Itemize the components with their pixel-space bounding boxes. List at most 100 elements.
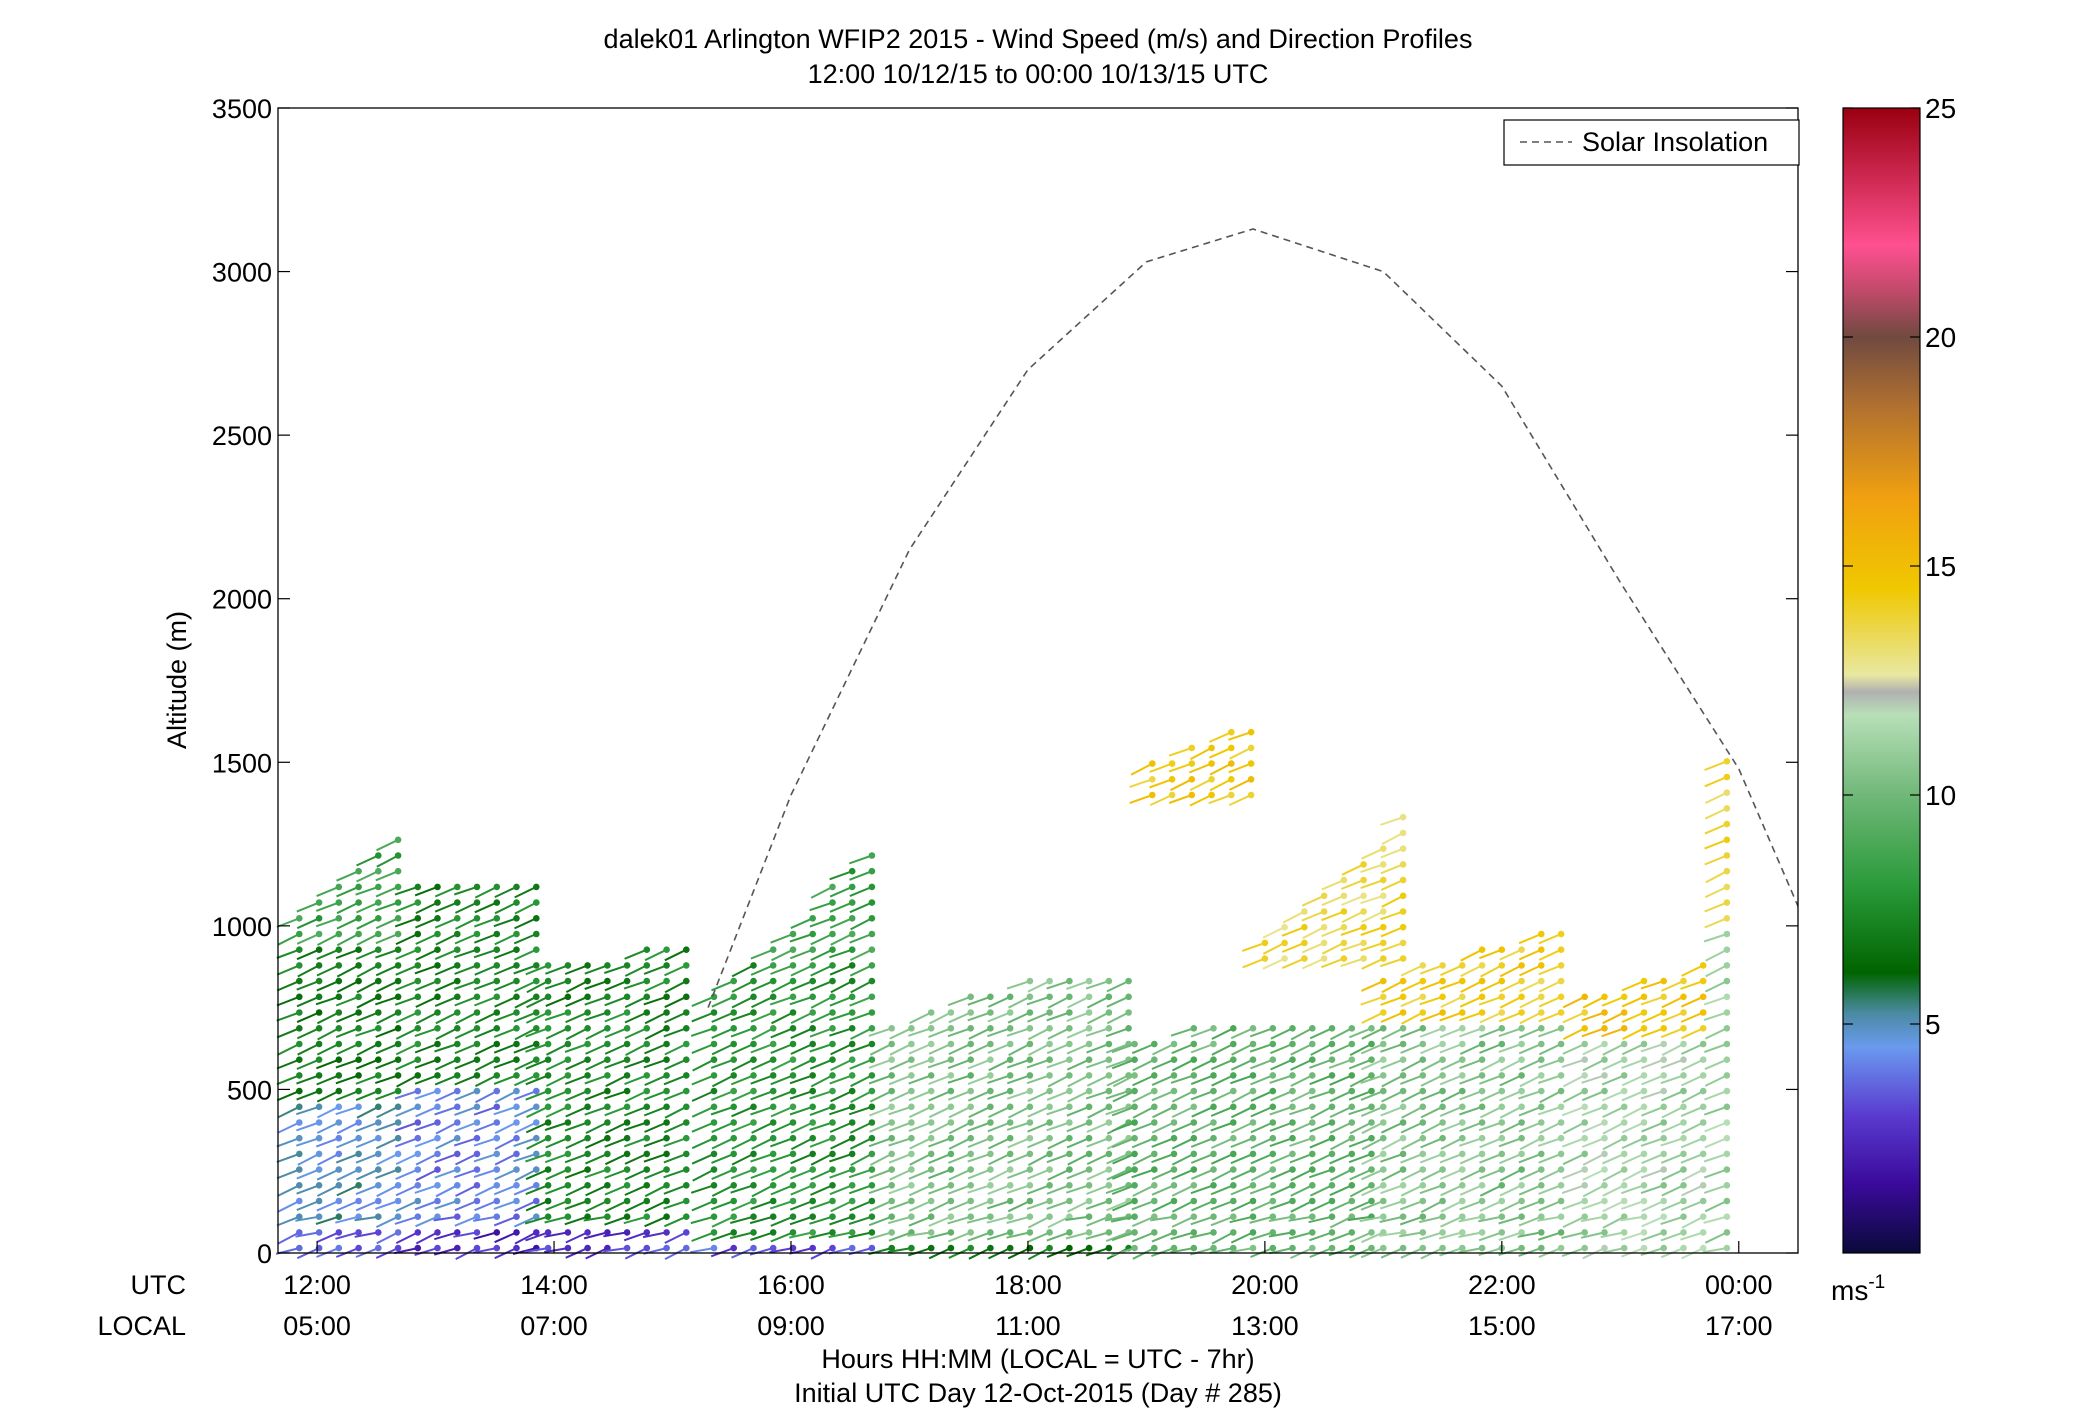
wind-barb-dot xyxy=(987,1150,994,1158)
wind-barb-shaft xyxy=(277,1043,300,1056)
wind-barb-shaft xyxy=(1419,1184,1443,1195)
wind-barb-dot xyxy=(1309,1119,1316,1126)
wind-barb-shaft xyxy=(335,1027,359,1039)
wind-barb-shaft xyxy=(1621,1152,1645,1165)
wind-barb-shaft xyxy=(849,1058,873,1070)
colorbar xyxy=(1842,107,1921,1254)
wind-barb-shaft xyxy=(513,1215,537,1228)
wind-barb-shaft xyxy=(1112,1074,1136,1088)
wind-barb-shaft xyxy=(850,1074,873,1088)
wind-barb-dot xyxy=(1581,1040,1588,1048)
wind-barb-dot xyxy=(769,1244,777,1252)
wind-barb-shaft xyxy=(1518,1043,1542,1055)
wind-barb-shaft xyxy=(1519,1011,1542,1025)
wind-barb-dot xyxy=(750,1072,757,1079)
wind-barb-dot xyxy=(604,1197,611,1205)
wind-barb-shaft xyxy=(1171,1121,1195,1133)
wind-barb-shaft xyxy=(731,1200,754,1212)
wind-barb-shaft xyxy=(1290,1074,1313,1087)
wind-barb-dot xyxy=(623,1197,631,1205)
wind-barb-dot xyxy=(1131,1166,1138,1173)
wind-barb-dot xyxy=(1498,962,1506,969)
wind-barb-dot xyxy=(1026,1213,1034,1220)
wind-barb-shaft xyxy=(829,901,853,913)
wind-barb-dot xyxy=(750,1182,757,1189)
wind-barb-dot xyxy=(1131,1150,1138,1158)
wind-barb-dot xyxy=(789,1009,797,1016)
wind-barb-shaft xyxy=(513,1105,537,1118)
wind-barb-shaft xyxy=(1601,1152,1625,1165)
wind-barb-shaft xyxy=(1661,1168,1684,1181)
wind-barb-shaft xyxy=(1190,1184,1214,1195)
wind-barb-dot xyxy=(888,1119,895,1126)
wind-barb-dot xyxy=(848,1213,856,1220)
wind-barb-dot xyxy=(454,946,461,953)
wind-barb-shaft xyxy=(987,1184,1011,1195)
wind-barb-dot xyxy=(1601,1056,1608,1063)
wind-barb-shaft xyxy=(1340,926,1364,936)
wind-barb-shaft xyxy=(1087,1011,1110,1025)
wind-barb-dot xyxy=(1699,962,1707,969)
wind-barb-shaft xyxy=(1602,1215,1625,1229)
wind-barb-shaft xyxy=(1661,1043,1684,1056)
wind-barb-dot xyxy=(1249,1197,1257,1205)
wind-barb-shaft xyxy=(1132,1058,1155,1072)
wind-barb-dot xyxy=(1309,1134,1316,1142)
wind-barb-shaft xyxy=(514,1231,537,1245)
wind-barb-shaft xyxy=(663,1200,687,1210)
wind-barb-dot xyxy=(987,1166,994,1173)
wind-barb-shaft xyxy=(789,995,814,1006)
wind-barb-dot xyxy=(1640,977,1648,985)
wind-barb-dot xyxy=(1518,1119,1525,1126)
wind-barb-shaft xyxy=(1360,1090,1384,1101)
wind-barb-shaft xyxy=(604,1137,628,1148)
wind-barb-dot xyxy=(947,1040,955,1048)
wind-barb-dot xyxy=(375,1244,382,1252)
wind-barb-dot xyxy=(1085,1009,1093,1016)
wind-barb-dot xyxy=(1190,1134,1198,1142)
wind-barb-shaft xyxy=(729,1231,754,1240)
wind-barb-dot xyxy=(1149,776,1156,783)
wind-barb-shaft xyxy=(1027,1121,1050,1133)
wind-barb-shaft xyxy=(1680,1231,1704,1241)
wind-barb-shaft xyxy=(1106,1074,1130,1087)
wind-barb-dot xyxy=(1151,1213,1158,1220)
wind-barb-shaft xyxy=(414,1137,438,1148)
wind-barb-shaft xyxy=(1581,1027,1605,1038)
wind-barb-shaft xyxy=(1046,1105,1070,1116)
wind-barb-shaft xyxy=(644,948,668,962)
wind-barb-dot xyxy=(663,1009,670,1016)
wind-barb-shaft xyxy=(809,1043,833,1053)
wind-barb-dot xyxy=(1281,923,1288,931)
wind-barb-shaft xyxy=(1399,1200,1424,1211)
wind-barb-dot xyxy=(1380,908,1387,915)
wind-barb-shaft xyxy=(513,1152,537,1163)
wind-barb-shaft xyxy=(1249,1043,1274,1053)
wind-barb-shaft xyxy=(868,1058,893,1069)
wind-barb-dot xyxy=(315,977,323,985)
wind-barb-shaft xyxy=(1439,1074,1463,1086)
wind-barb-shaft xyxy=(947,1058,972,1070)
wind-barb-dot xyxy=(1380,1103,1387,1111)
wind-barb-shaft xyxy=(770,1137,794,1148)
wind-barb-shaft xyxy=(564,1043,588,1053)
wind-barb-dot xyxy=(1680,977,1687,985)
wind-barb-shaft xyxy=(928,1152,952,1164)
wind-barb-dot xyxy=(315,1009,323,1016)
wind-barb-shaft xyxy=(988,1105,1011,1119)
wind-barb-dot xyxy=(454,962,461,969)
wind-barb-shaft xyxy=(1420,1200,1444,1213)
wind-barb-dot xyxy=(663,1166,670,1173)
wind-barb-dot xyxy=(623,1103,631,1111)
wind-barb-shaft xyxy=(809,1215,833,1225)
wind-barb-shaft xyxy=(1230,1137,1254,1149)
wind-barb-dot xyxy=(750,1009,757,1016)
wind-barb-shaft xyxy=(1562,1168,1586,1180)
wind-barb-shaft xyxy=(585,1043,608,1055)
wind-barb-shaft xyxy=(1538,1168,1562,1181)
wind-barb-dot xyxy=(1518,1040,1525,1048)
wind-barb-shaft xyxy=(1360,941,1384,952)
wind-barb-dot xyxy=(1230,1056,1237,1063)
wind-barb-dot xyxy=(1498,1040,1506,1048)
wind-barb-dot xyxy=(473,1072,481,1079)
